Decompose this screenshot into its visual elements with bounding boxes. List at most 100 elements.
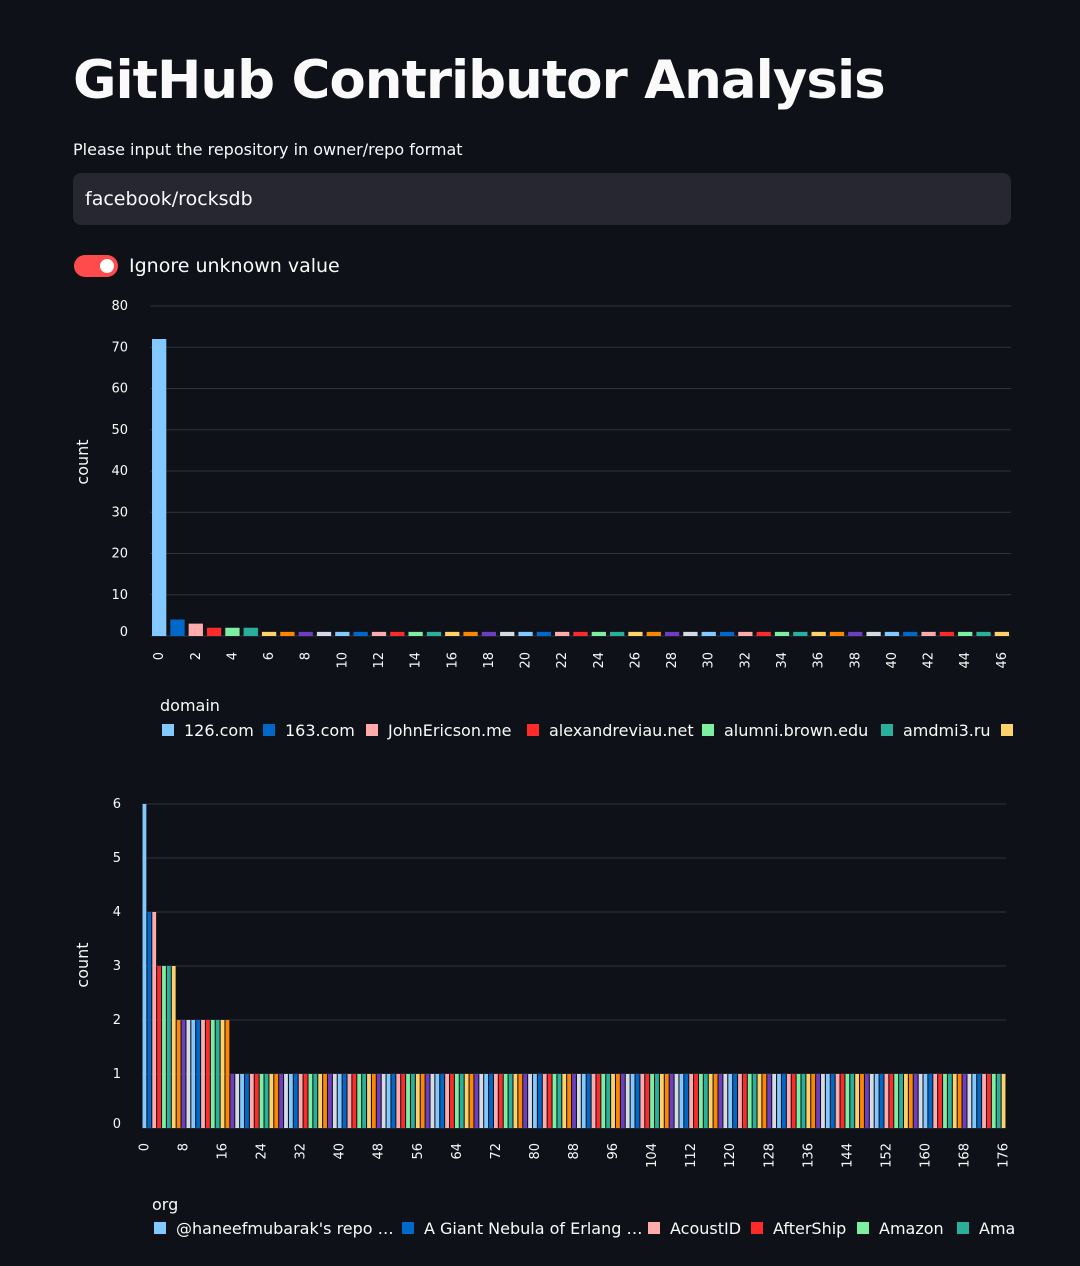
legend-label: @haneefmubarak's repo … — [176, 1219, 394, 1238]
bar — [201, 1020, 205, 1128]
bar — [811, 631, 826, 636]
bar — [484, 1074, 489, 1128]
legend-swatch — [881, 724, 893, 736]
bar — [323, 1074, 327, 1128]
x-tick-label: 32 — [738, 652, 753, 669]
y-tick-label: 70 — [111, 340, 128, 355]
bar — [406, 1074, 410, 1128]
x-tick-label: 152 — [879, 1143, 894, 1168]
bar — [552, 1074, 557, 1128]
bar — [376, 1074, 381, 1128]
bar — [830, 1074, 835, 1128]
bar — [367, 1074, 371, 1128]
legend-swatch — [162, 724, 174, 736]
bar — [921, 631, 936, 636]
bar — [923, 1074, 928, 1128]
bar — [481, 631, 497, 636]
y-tick-label: 20 — [111, 547, 128, 562]
bar — [357, 1074, 362, 1128]
bar — [889, 1074, 894, 1128]
bar — [952, 1074, 957, 1128]
bar — [786, 1074, 791, 1128]
bar — [391, 1074, 396, 1128]
bar — [573, 631, 588, 636]
ignore-unknown-toggle-row: Ignore unknown value — [74, 252, 340, 280]
bar — [733, 1074, 737, 1128]
bar — [801, 1074, 806, 1128]
bar — [723, 1074, 728, 1128]
x-tick-label: 2 — [189, 652, 204, 660]
bar — [659, 1074, 664, 1128]
x-tick-label: 4 — [225, 652, 240, 660]
bar — [781, 1074, 786, 1128]
bar — [991, 1074, 996, 1128]
legend-label: Ama — [979, 1219, 1015, 1238]
bar — [848, 631, 863, 636]
x-tick-label: 44 — [958, 652, 973, 669]
bar — [699, 1074, 703, 1128]
y-tick-label: 1 — [113, 1067, 121, 1082]
x-tick-label: 14 — [409, 652, 424, 669]
ignore-unknown-toggle[interactable] — [74, 255, 118, 277]
bar — [415, 1074, 420, 1128]
bar — [596, 1074, 601, 1128]
bar — [894, 1074, 899, 1128]
y-tick-label: 0 — [120, 625, 128, 640]
bar — [408, 631, 423, 636]
bar — [347, 1074, 352, 1128]
bar — [225, 1020, 230, 1128]
legend-label: JohnEricson.me — [387, 721, 512, 740]
legend-swatch — [366, 724, 378, 736]
x-tick-label: 160 — [918, 1143, 933, 1168]
bar — [142, 804, 147, 1128]
bar — [220, 1020, 225, 1128]
x-tick-label: 38 — [848, 652, 863, 669]
bar — [186, 1020, 191, 1128]
bar — [719, 631, 735, 636]
bar — [225, 627, 240, 636]
x-tick-label: 72 — [489, 1143, 504, 1160]
bar — [821, 1074, 825, 1128]
bar — [752, 1074, 757, 1128]
bar — [1001, 1074, 1006, 1128]
x-tick-label: 176 — [997, 1143, 1012, 1168]
y-tick-label: 60 — [111, 382, 128, 397]
bar — [811, 1074, 816, 1128]
bar — [420, 1074, 425, 1128]
bar — [796, 1074, 801, 1128]
x-tick-label: 8 — [299, 652, 314, 660]
y-tick-label: 40 — [111, 464, 128, 479]
bar — [869, 1074, 874, 1128]
bar — [860, 1074, 864, 1128]
x-tick-label: 22 — [555, 652, 570, 669]
bar — [288, 1074, 293, 1128]
bar — [335, 631, 350, 636]
bar — [555, 631, 570, 636]
bar — [994, 631, 1009, 636]
bar — [713, 1074, 718, 1128]
x-tick-label: 12 — [372, 652, 387, 669]
bar — [816, 1074, 820, 1128]
bar — [401, 1074, 406, 1128]
legend-swatch — [648, 1222, 660, 1234]
legend-label: Amazon — [879, 1219, 944, 1238]
legend-swatch — [402, 1222, 414, 1234]
bar — [293, 1074, 298, 1128]
bar — [249, 1074, 254, 1128]
x-tick-label: 28 — [665, 652, 680, 669]
bar — [332, 1074, 337, 1128]
bar — [874, 1074, 879, 1128]
bar — [500, 631, 515, 636]
y-tick-label: 10 — [111, 588, 128, 603]
bar — [694, 1074, 698, 1128]
bar — [463, 631, 478, 636]
bar — [777, 1074, 781, 1128]
bar — [967, 1074, 972, 1128]
y-tick-label: 3 — [113, 959, 121, 974]
x-tick-label: 16 — [216, 1143, 231, 1160]
bar — [498, 1074, 503, 1128]
repo-input[interactable] — [73, 173, 1011, 225]
bar — [864, 1074, 869, 1128]
bar — [825, 1074, 830, 1128]
x-tick-label: 20 — [519, 652, 534, 669]
